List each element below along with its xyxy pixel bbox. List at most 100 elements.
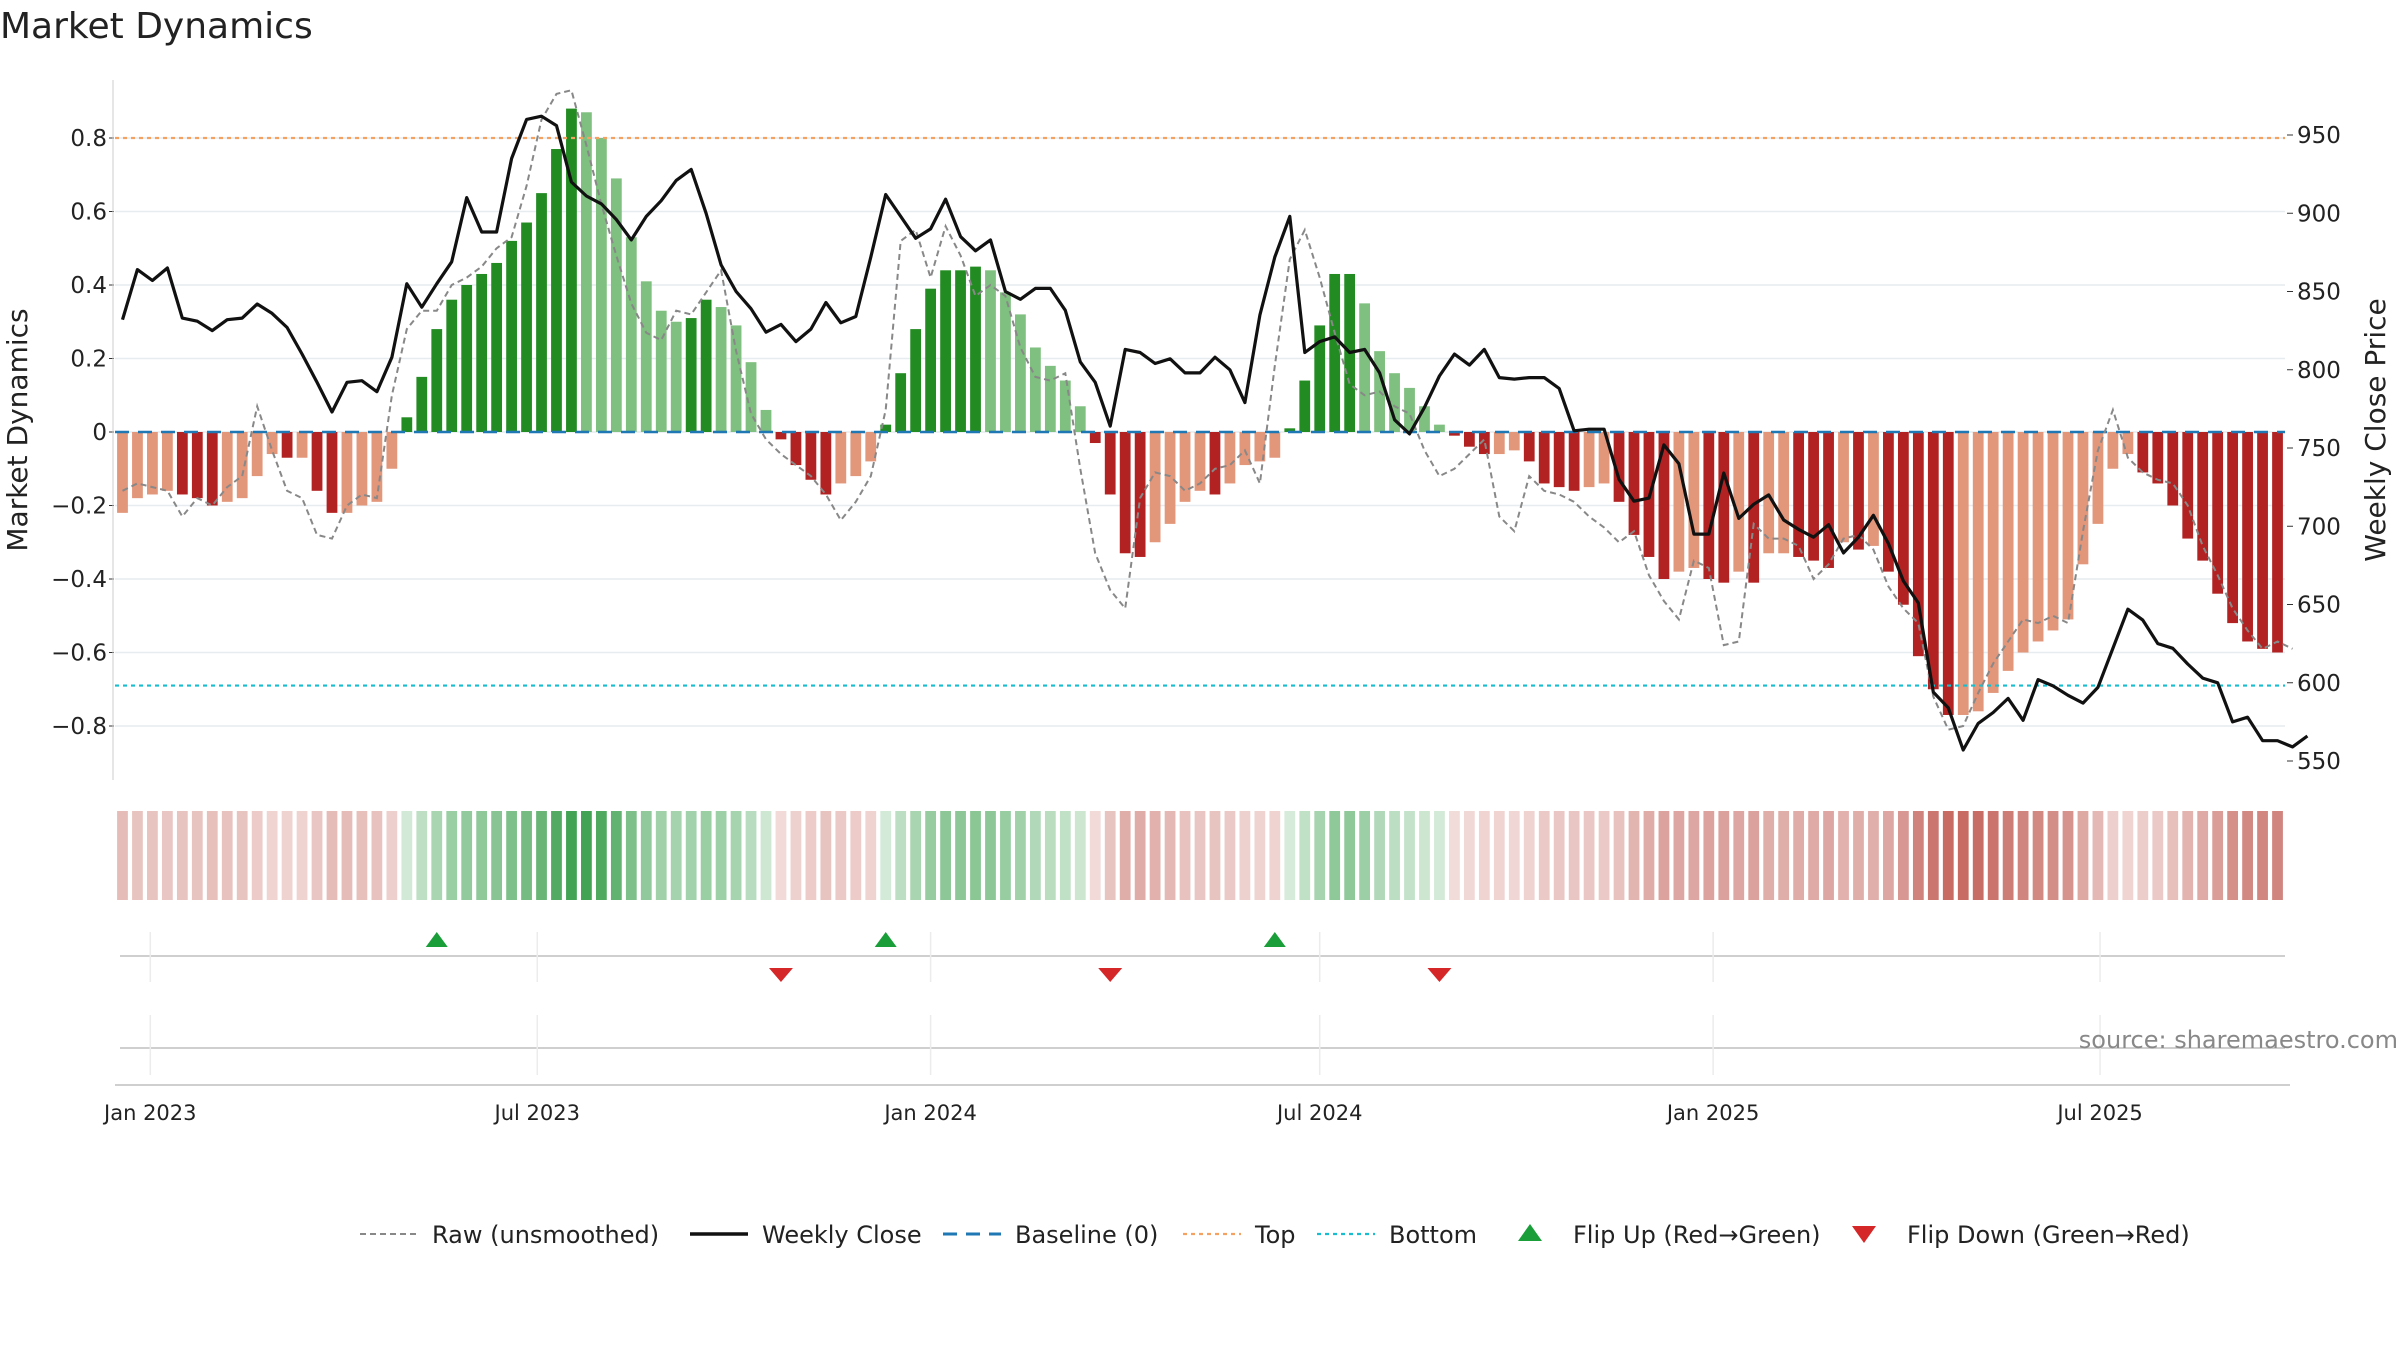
bar xyxy=(176,432,188,495)
bar xyxy=(865,432,877,462)
bar xyxy=(401,417,413,432)
bar xyxy=(1254,432,1266,462)
bar xyxy=(685,318,697,432)
y2-tick-label: 950 xyxy=(2297,123,2341,149)
heat-cell xyxy=(940,811,951,900)
bar xyxy=(356,432,368,506)
heat-cell xyxy=(1074,811,1086,900)
heat-cell xyxy=(1883,811,1894,900)
bar xyxy=(1972,432,1984,712)
x-tick-label: Jan 2025 xyxy=(1665,1101,1760,1125)
heat-cell xyxy=(745,811,757,900)
heat-cell xyxy=(176,811,188,900)
source-text: source: sharemaestro.com xyxy=(2079,1026,2398,1054)
heat-cell xyxy=(206,811,218,900)
heat-cell xyxy=(371,811,383,900)
heat-cell xyxy=(1478,811,1490,900)
heat-cell xyxy=(1568,811,1580,900)
bar xyxy=(820,432,832,495)
heat-cell xyxy=(1374,811,1385,900)
heat-cell xyxy=(1015,811,1026,900)
y-tick-label: −0.6 xyxy=(51,641,107,667)
y-tick-label: 0.6 xyxy=(70,200,107,226)
heat-cell xyxy=(640,811,652,900)
heat-cell xyxy=(1209,811,1221,900)
bar xyxy=(595,138,607,432)
bar xyxy=(117,432,128,513)
bar xyxy=(147,432,158,495)
bar xyxy=(1029,347,1041,432)
heat-cell xyxy=(1972,811,1984,900)
y-tick-label: 0.2 xyxy=(70,347,107,373)
y-tick-label: 0 xyxy=(92,420,107,446)
flip-markers xyxy=(120,932,2285,1049)
heat-strip xyxy=(117,811,2283,900)
y2-tick-label: 700 xyxy=(2297,514,2341,540)
bar xyxy=(2122,432,2134,455)
bar xyxy=(341,432,353,513)
bar xyxy=(850,432,862,477)
bar xyxy=(1897,432,1909,605)
bar xyxy=(1493,432,1505,455)
legend-swatch xyxy=(1852,1226,1876,1243)
y2-tick-label: 850 xyxy=(2297,280,2341,306)
heat-cell xyxy=(491,811,503,900)
heat-cell xyxy=(685,811,697,900)
bar xyxy=(1179,432,1191,502)
heat-cell xyxy=(1763,811,1775,900)
bar xyxy=(206,432,218,506)
heat-cell xyxy=(281,811,293,900)
bar xyxy=(1853,432,1864,550)
bar xyxy=(326,432,338,513)
bar xyxy=(506,240,517,432)
heat-cell xyxy=(1613,811,1625,900)
heat-cell xyxy=(2017,811,2029,900)
heat-cell xyxy=(476,811,488,900)
bar xyxy=(1718,432,1730,583)
heat-cell xyxy=(910,811,922,900)
heat-cell xyxy=(1419,811,1430,900)
y-tick-label: 0.8 xyxy=(70,126,107,152)
heat-cell xyxy=(760,811,772,900)
bar xyxy=(461,285,473,432)
heat-cell xyxy=(1299,811,1311,900)
heat-cell xyxy=(2137,811,2149,900)
reference-lines xyxy=(115,136,2285,687)
y2-tick-label: 600 xyxy=(2297,671,2341,697)
heat-cell xyxy=(985,811,996,900)
legend-label: Flip Down (Green→Red) xyxy=(1907,1221,2190,1249)
bar xyxy=(1119,432,1131,554)
bar xyxy=(281,432,293,458)
bar xyxy=(700,299,712,432)
heat-cell xyxy=(595,811,607,900)
bar xyxy=(1523,432,1535,462)
heat-cell xyxy=(715,811,727,900)
bar xyxy=(2167,432,2179,506)
heat-cell xyxy=(1508,811,1520,900)
bar xyxy=(655,310,667,432)
bar xyxy=(1134,432,1146,557)
heat-cell xyxy=(2032,811,2044,900)
bar xyxy=(1838,432,1849,543)
heat-cell xyxy=(326,811,338,900)
bar xyxy=(2062,432,2074,620)
bar xyxy=(1449,432,1460,436)
bar xyxy=(835,432,847,484)
heat-cell xyxy=(2182,811,2194,900)
bar xyxy=(1329,273,1341,432)
y-tick-label: −0.2 xyxy=(51,494,107,520)
heat-cell xyxy=(1269,811,1281,900)
heat-cell xyxy=(865,811,877,900)
y-tick-label: 0.4 xyxy=(70,273,107,299)
heat-cell xyxy=(2257,811,2268,900)
heat-cell xyxy=(955,811,966,900)
heat-cell xyxy=(1254,811,1266,900)
bar xyxy=(191,432,203,499)
bar xyxy=(895,373,907,432)
heat-cell xyxy=(401,811,413,900)
bar xyxy=(1553,432,1565,488)
bar xyxy=(1538,432,1550,484)
bar xyxy=(536,193,547,432)
bar xyxy=(1104,432,1116,495)
heat-cell xyxy=(925,811,937,900)
